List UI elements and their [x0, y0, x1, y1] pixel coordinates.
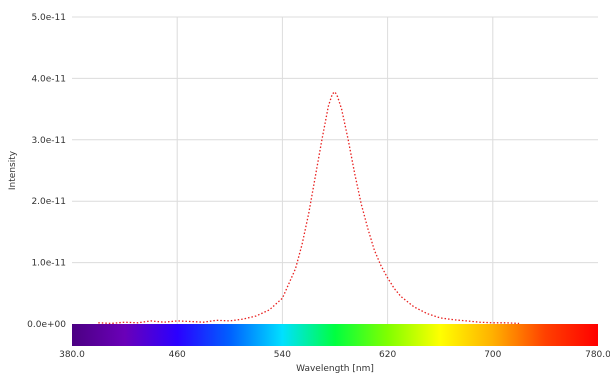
x-tick-label: 620 [379, 350, 396, 360]
x-tick-label: 780.0 [585, 350, 610, 360]
y-tick-label: 3.0e-11 [31, 136, 66, 146]
y-tick-label: 5.0e-11 [31, 13, 66, 23]
series-line [98, 90, 520, 325]
y-tick-label: 0.0e+00 [27, 320, 66, 330]
x-tick-labels: 380.0 460 540 620 700 780.0 [59, 350, 610, 360]
y-tick-label: 1.0e-11 [31, 259, 66, 269]
x-tick-label: 460 [169, 350, 186, 360]
x-tick-label: 380.0 [59, 350, 85, 360]
y-tick-labels: 0.0e+00 1.0e-11 2.0e-11 3.0e-11 4.0e-11 5.0e-… [27, 13, 66, 330]
y-tick-label: 4.0e-11 [31, 74, 66, 84]
y-axis-label: Intensity [8, 150, 18, 190]
y-grid-lines [72, 16, 598, 264]
spectrum-color-bar [72, 324, 598, 346]
x-tick-label: 700 [484, 350, 501, 360]
y-tick-label: 2.0e-11 [31, 197, 66, 207]
x-grid-lines [176, 17, 494, 324]
x-axis-label: Wavelength [nm] [296, 364, 374, 374]
x-tick-label: 540 [274, 350, 291, 360]
